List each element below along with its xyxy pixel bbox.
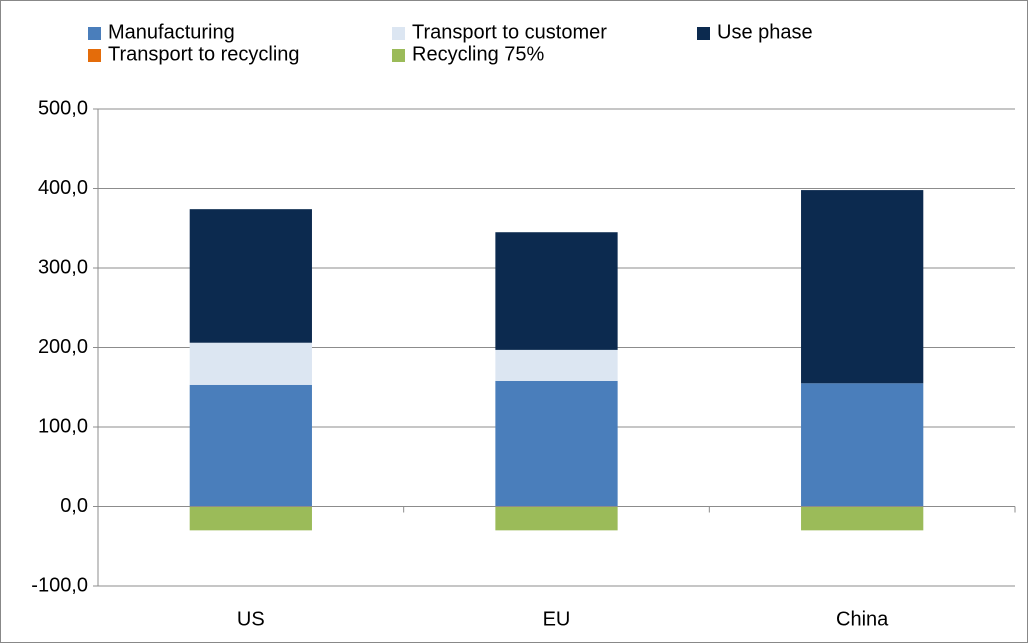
legend-swatch <box>88 49 101 62</box>
bar-segment <box>495 506 618 531</box>
legend-label: Transport to customer <box>412 21 607 43</box>
bar-segment <box>189 506 312 531</box>
legend-swatch <box>392 49 405 62</box>
legend-label: Transport to recycling <box>108 43 300 65</box>
x-tick-label: EU <box>543 608 571 630</box>
legend-label: Use phase <box>717 21 813 43</box>
legend-swatch <box>392 27 405 40</box>
bar-segment <box>189 209 312 343</box>
bar-segment <box>189 342 312 385</box>
y-tick-label: 200,0 <box>38 336 88 358</box>
y-tick-label: 500,0 <box>38 97 88 119</box>
legend-swatch <box>88 27 101 40</box>
bar-segment <box>189 384 312 507</box>
bar-segment <box>495 349 618 381</box>
bar-segment <box>801 383 924 507</box>
x-tick-label: US <box>237 608 265 630</box>
legend-swatch <box>697 27 710 40</box>
legend-label: Recycling 75% <box>412 43 545 65</box>
y-tick-label: -100,0 <box>31 574 88 596</box>
bar-segment <box>495 232 618 350</box>
y-tick-label: 100,0 <box>38 415 88 437</box>
bar-segment <box>495 380 618 507</box>
y-tick-label: 400,0 <box>38 177 88 199</box>
y-tick-label: 0,0 <box>60 495 88 517</box>
y-tick-label: 300,0 <box>38 256 88 278</box>
x-tick-label: China <box>836 608 889 630</box>
bar-segment <box>801 506 924 531</box>
bar-segment <box>801 190 924 384</box>
legend-label: Manufacturing <box>108 21 235 43</box>
